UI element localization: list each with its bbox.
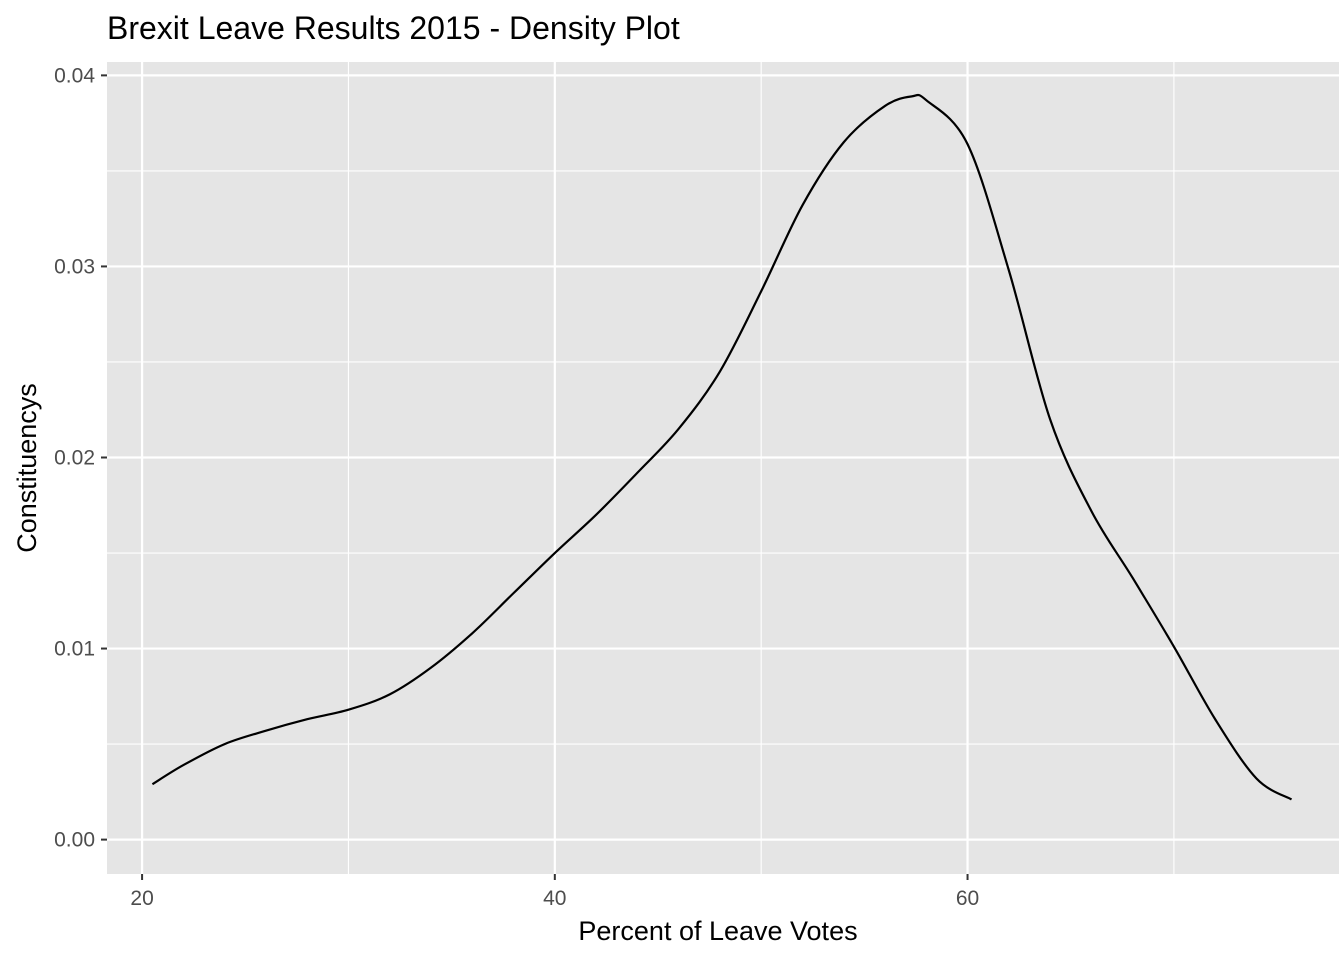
plot-panel [107,62,1339,874]
y-tick-label: 0.00 [54,829,95,852]
chart-title: Brexit Leave Results 2015 - Density Plot [107,10,680,46]
x-axis: 20 40 60 [130,874,979,910]
y-tick-label: 0.03 [54,255,95,278]
x-tick-label: 60 [956,887,979,910]
y-axis: 0.00 0.01 0.02 0.03 0.04 [54,64,107,852]
y-axis-label: Constituencys [12,383,42,553]
y-tick-label: 0.01 [54,638,95,661]
major-gridlines [107,62,1339,874]
x-axis-label: Percent of Leave Votes [578,916,857,946]
density-curve [151,93,1293,801]
y-tick-label: 0.02 [54,446,95,469]
x-tick-label: 40 [543,887,566,910]
minor-gridlines [107,62,1339,874]
x-tick-label: 20 [130,887,153,910]
y-tick-label: 0.04 [54,64,95,87]
